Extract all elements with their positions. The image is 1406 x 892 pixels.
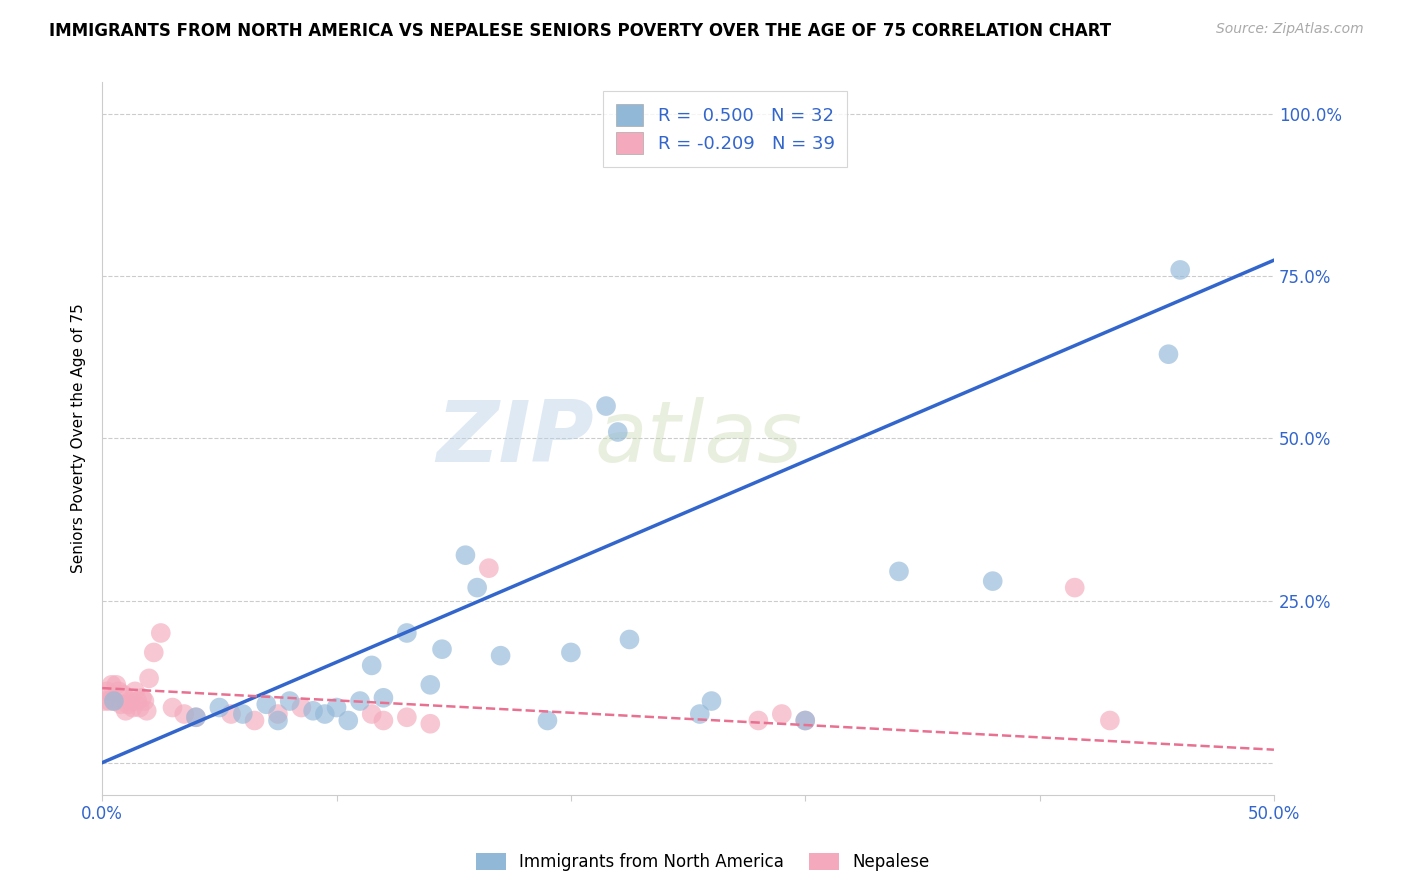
- Point: [278, 694, 301, 708]
- Point: [107, 684, 129, 698]
- Point: [1168, 263, 1191, 277]
- Text: Source: ZipAtlas.com: Source: ZipAtlas.com: [1216, 22, 1364, 37]
- Point: [98, 694, 121, 708]
- Point: [103, 694, 125, 708]
- Point: [454, 548, 477, 562]
- Point: [162, 700, 184, 714]
- Point: [232, 706, 254, 721]
- Point: [419, 678, 441, 692]
- Point: [325, 700, 347, 714]
- Point: [689, 706, 711, 721]
- Point: [887, 565, 910, 579]
- Text: ZIP: ZIP: [437, 397, 595, 480]
- Point: [114, 704, 136, 718]
- Point: [478, 561, 501, 575]
- Point: [254, 698, 277, 712]
- Point: [395, 626, 418, 640]
- Point: [184, 710, 207, 724]
- Point: [120, 694, 142, 708]
- Point: [100, 678, 122, 692]
- Point: [96, 684, 118, 698]
- Point: [560, 645, 582, 659]
- Point: [243, 714, 266, 728]
- Point: [794, 714, 817, 728]
- Point: [128, 700, 150, 714]
- Point: [619, 632, 641, 647]
- Point: [121, 700, 143, 714]
- Point: [536, 714, 558, 728]
- Point: [131, 690, 153, 705]
- Point: [981, 574, 1004, 588]
- Point: [135, 704, 157, 718]
- Point: [124, 684, 146, 698]
- Point: [314, 706, 336, 721]
- Point: [465, 581, 488, 595]
- Point: [360, 706, 382, 721]
- Point: [93, 694, 115, 708]
- Point: [127, 694, 149, 708]
- Text: atlas: atlas: [595, 397, 803, 480]
- Point: [1063, 581, 1085, 595]
- Point: [219, 706, 242, 721]
- Point: [184, 710, 207, 724]
- Point: [606, 425, 628, 439]
- Point: [373, 714, 395, 728]
- Legend: Immigrants from North America, Nepalese: Immigrants from North America, Nepalese: [468, 845, 938, 880]
- Point: [149, 626, 172, 640]
- Point: [138, 671, 160, 685]
- Point: [103, 694, 125, 708]
- Point: [349, 694, 371, 708]
- Point: [395, 710, 418, 724]
- Point: [1157, 347, 1180, 361]
- Y-axis label: Seniors Poverty Over the Age of 75: Seniors Poverty Over the Age of 75: [72, 303, 86, 574]
- Point: [267, 706, 290, 721]
- Point: [430, 642, 453, 657]
- Point: [373, 690, 395, 705]
- Point: [700, 694, 723, 708]
- Point: [1098, 714, 1121, 728]
- Point: [142, 645, 165, 659]
- Point: [794, 714, 817, 728]
- Point: [419, 716, 441, 731]
- Point: [117, 698, 139, 712]
- Point: [173, 706, 195, 721]
- Point: [267, 714, 290, 728]
- Text: IMMIGRANTS FROM NORTH AMERICA VS NEPALESE SENIORS POVERTY OVER THE AGE OF 75 COR: IMMIGRANTS FROM NORTH AMERICA VS NEPALES…: [49, 22, 1111, 40]
- Point: [110, 698, 132, 712]
- Point: [290, 700, 312, 714]
- Legend: R =  0.500   N = 32, R = -0.209   N = 39: R = 0.500 N = 32, R = -0.209 N = 39: [603, 91, 848, 167]
- Point: [105, 678, 128, 692]
- Point: [595, 399, 617, 413]
- Point: [134, 694, 156, 708]
- Point: [337, 714, 360, 728]
- Point: [112, 688, 135, 702]
- Point: [208, 700, 231, 714]
- Point: [489, 648, 512, 663]
- Point: [302, 704, 325, 718]
- Point: [770, 706, 793, 721]
- Point: [747, 714, 769, 728]
- Point: [360, 658, 382, 673]
